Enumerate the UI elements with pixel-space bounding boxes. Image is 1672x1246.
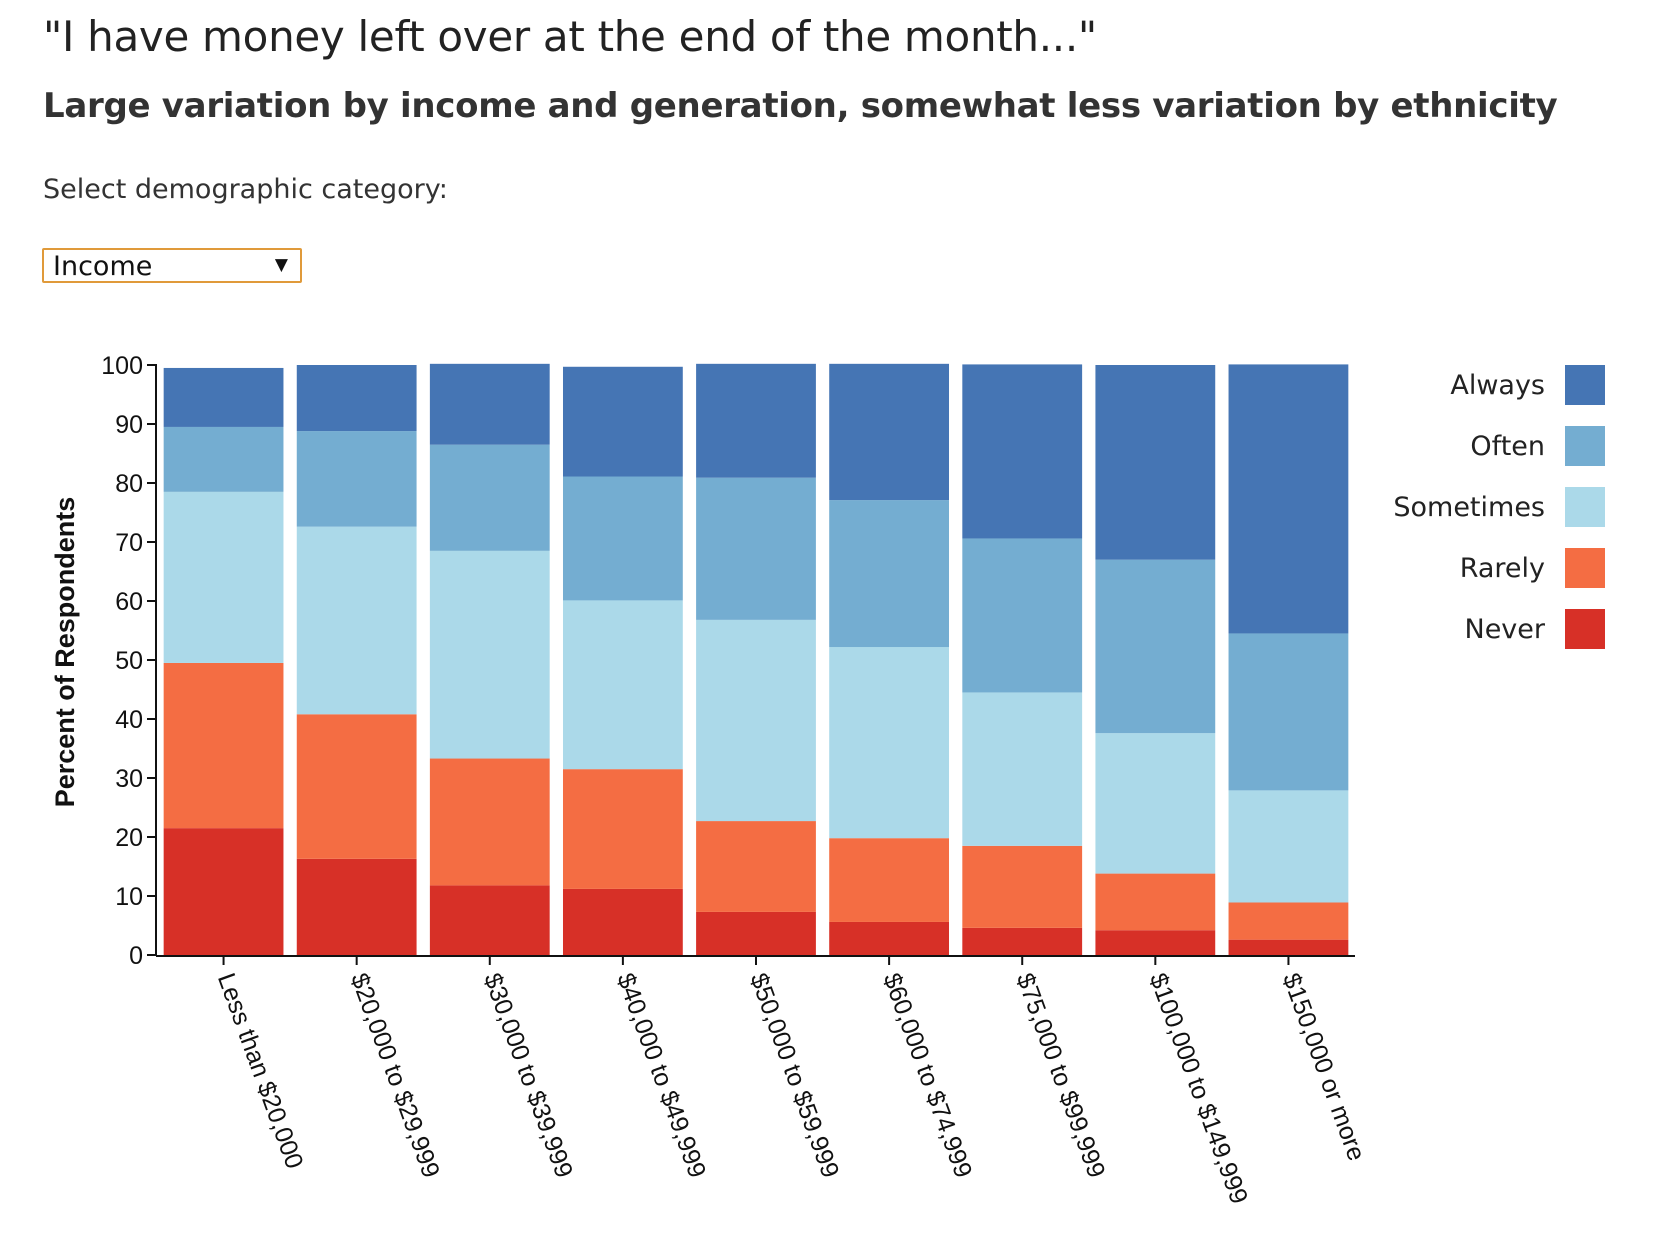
legend-swatch-often (1565, 426, 1605, 466)
bar-segment-rarely (696, 821, 816, 912)
bar-segment-always (296, 365, 417, 432)
legend-label-often: Often (1470, 431, 1545, 462)
x-tick-label: $50,000 to $59,999 (744, 969, 844, 1181)
bar-segment-always (163, 367, 284, 427)
bar-segment-always (829, 363, 950, 501)
bar-segment-never (163, 828, 284, 955)
bar-segment-often (696, 477, 816, 620)
y-tick-label: 30 (115, 765, 143, 793)
bar-segment-always (696, 363, 816, 478)
x-tick-label: $40,000 to $49,999 (611, 969, 711, 1181)
bar-segment-rarely (829, 838, 950, 922)
y-tick-label: 10 (115, 883, 143, 911)
bar-segment-often (962, 538, 1083, 693)
bar-segment-sometimes (1228, 790, 1349, 903)
x-tick-label: $60,000 to $74,999 (877, 969, 977, 1181)
legend-label-never: Never (1465, 614, 1546, 645)
demographic-select-label: Select demographic category: (43, 174, 448, 205)
bar-segment-often (829, 500, 950, 648)
demographic-select-value: Income (53, 251, 153, 282)
bar-segment-rarely (429, 758, 550, 886)
y-tick-label: 0 (129, 942, 143, 970)
bar-segment-sometimes (1095, 733, 1216, 874)
bar-segment-often (296, 431, 417, 527)
x-tick-label: $75,000 to $99,999 (1011, 969, 1111, 1181)
bar-segment-never (562, 888, 683, 955)
legend-label-rarely: Rarely (1460, 553, 1545, 584)
bar-segment-never (1228, 939, 1349, 955)
bar-segment-sometimes (696, 619, 816, 822)
x-tick-label: $100,000 to $149,999 (1144, 969, 1254, 1207)
bar-segment-sometimes (829, 647, 950, 839)
y-axis: 0 10 20 30 40 50 60 70 80 90 100 (101, 352, 157, 970)
bar-segment-never (829, 921, 950, 955)
bar-segment-always (1095, 365, 1216, 560)
bar-segment-always (562, 366, 683, 477)
legend-swatch-never (1565, 609, 1605, 649)
y-tick-label: 100 (101, 352, 143, 380)
bar-segment-sometimes (429, 550, 550, 759)
y-tick-label: 80 (115, 470, 143, 498)
bar-segment-often (1228, 633, 1349, 791)
x-tick-label: $30,000 to $39,999 (478, 969, 578, 1181)
bar-segment-never (296, 858, 417, 955)
x-tick-label: $150,000 or more (1277, 969, 1371, 1164)
bar-segment-never (696, 911, 816, 955)
legend: Always Often Sometimes Rarely Never (1393, 365, 1605, 649)
bar-segment-rarely (163, 662, 284, 829)
legend-label-sometimes: Sometimes (1393, 492, 1545, 523)
bar-segment-rarely (562, 769, 683, 889)
bar-segment-sometimes (562, 600, 683, 770)
y-tick-label: 90 (115, 411, 143, 439)
legend-label-always: Always (1450, 370, 1545, 401)
bar-segment-often (1095, 559, 1216, 734)
legend-swatch-always (1565, 365, 1605, 405)
y-tick-label: 20 (115, 824, 143, 852)
bar-segment-often (163, 426, 284, 492)
y-tick-label: 60 (115, 588, 143, 616)
bar-segment-never (1095, 930, 1216, 955)
bar-segment-sometimes (163, 491, 284, 663)
x-tick-label: $20,000 to $29,999 (345, 969, 445, 1181)
y-axis-label: Percent of Respondents (50, 497, 80, 808)
bar-segment-rarely (962, 845, 1083, 928)
bar-segment-sometimes (962, 692, 1083, 846)
bar-segment-sometimes (296, 526, 417, 715)
chart-title: "I have money left over at the end of th… (43, 12, 1097, 61)
x-axis: Less than $20,000 $20,000 to $29,999 $30,0… (156, 955, 1371, 1208)
demographic-select[interactable]: Income ▼ (42, 248, 302, 283)
x-tick-label: Less than $20,000 (212, 969, 309, 1172)
triangle-down-icon: ▼ (274, 255, 288, 275)
bar-segment-always (1228, 364, 1349, 634)
bar-segment-rarely (1228, 902, 1349, 940)
bar-segment-rarely (296, 714, 417, 859)
bars-layer (163, 363, 1349, 955)
chart-subtitle: Large variation by income and generation… (43, 86, 1558, 126)
bar-segment-never (962, 927, 1083, 955)
bar-segment-often (429, 444, 550, 551)
y-tick-label: 40 (115, 706, 143, 734)
y-tick-label: 50 (115, 647, 143, 675)
bar-segment-always (962, 364, 1083, 539)
bar-segment-always (429, 363, 550, 445)
bar-segment-never (429, 885, 550, 955)
bar-segment-rarely (1095, 873, 1216, 931)
legend-swatch-rarely (1565, 548, 1605, 588)
legend-swatch-sometimes (1565, 487, 1605, 527)
bar-segment-often (562, 476, 683, 601)
y-tick-label: 70 (115, 529, 143, 557)
